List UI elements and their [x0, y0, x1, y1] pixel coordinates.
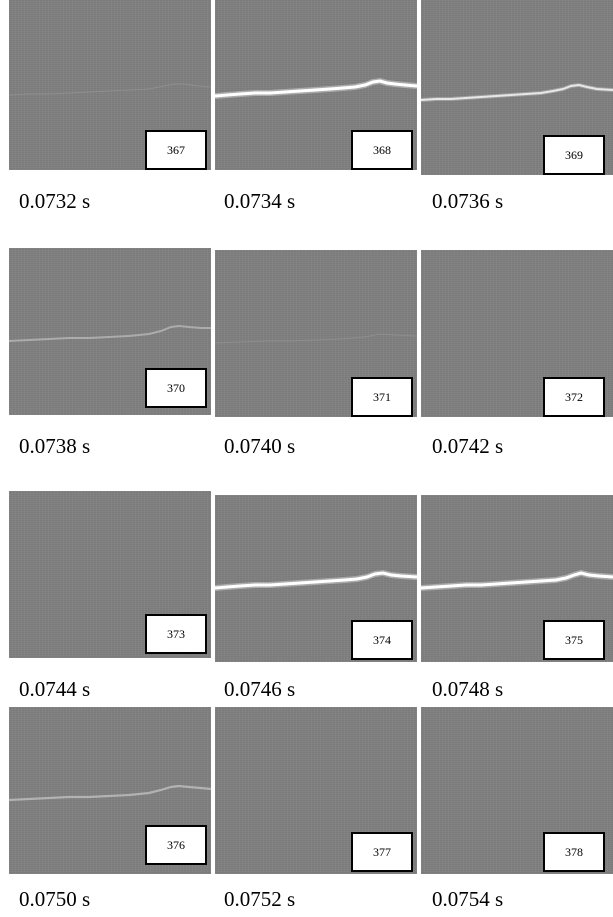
video-frame-378: 378	[421, 707, 613, 874]
video-frame-377: 377	[215, 707, 417, 874]
timestamp: 0.0750 s	[19, 887, 91, 911]
video-frame-369: 369	[421, 0, 613, 175]
arc-discharge-371	[215, 333, 417, 344]
frame-number: 371	[373, 389, 391, 404]
frame-number: 374	[373, 632, 391, 647]
video-frame-370: 370	[9, 248, 211, 415]
video-frame-368: 368	[215, 0, 417, 170]
frame-number: 377	[373, 844, 391, 859]
frame-number: 373	[167, 626, 185, 641]
video-frame-374: 374	[215, 495, 417, 662]
arc-discharge-367	[9, 83, 211, 96]
timestamp: 0.0734 s	[224, 189, 296, 213]
frame-number: 375	[565, 632, 583, 647]
frame-number-box: 369	[543, 135, 605, 175]
timestamp: 0.0738 s	[19, 434, 91, 458]
frame-number: 370	[167, 380, 185, 395]
timestamp: 0.0744 s	[19, 677, 91, 701]
timestamp: 0.0732 s	[19, 189, 91, 213]
frame-number-box: 371	[351, 377, 413, 417]
frame-number-box: 367	[145, 130, 207, 170]
timestamp: 0.0752 s	[224, 887, 296, 911]
arc-discharge-374	[215, 569, 417, 591]
frame-number-box: 374	[351, 620, 413, 660]
video-frame-376: 376	[9, 707, 211, 874]
frame-number: 369	[565, 147, 583, 162]
frame-number: 367	[167, 142, 185, 157]
timestamp: 0.0754 s	[432, 887, 504, 911]
timestamp: 0.0748 s	[432, 677, 504, 701]
frame-number-box: 372	[543, 377, 605, 417]
arc-discharge-376	[9, 784, 211, 802]
video-frame-371: 371	[215, 250, 417, 417]
arc-discharge-369	[421, 82, 613, 102]
video-frame-367: 367	[9, 0, 211, 170]
frame-number-box: 368	[351, 130, 413, 170]
frame-number-box: 375	[543, 620, 605, 660]
video-frame-375: 375	[421, 495, 613, 662]
frame-number-box: 378	[543, 832, 605, 872]
frame-number: 372	[565, 389, 583, 404]
video-frame-372: 372	[421, 250, 613, 417]
frame-number-box: 377	[351, 832, 413, 872]
arc-discharge-375	[421, 569, 613, 591]
arc-discharge-370	[9, 324, 211, 342]
timestamp: 0.0742 s	[432, 434, 504, 458]
timestamp: 0.0746 s	[224, 677, 296, 701]
frame-number: 376	[167, 837, 185, 852]
frame-number: 368	[373, 142, 391, 157]
video-frame-373: 373	[9, 491, 211, 658]
timestamp: 0.0740 s	[224, 434, 296, 458]
frame-number-box: 373	[145, 614, 207, 654]
frame-number-box: 376	[145, 825, 207, 865]
frame-number: 378	[565, 844, 583, 859]
timestamp: 0.0736 s	[432, 189, 504, 213]
frame-number-box: 370	[145, 368, 207, 408]
arc-discharge-368	[215, 77, 417, 99]
